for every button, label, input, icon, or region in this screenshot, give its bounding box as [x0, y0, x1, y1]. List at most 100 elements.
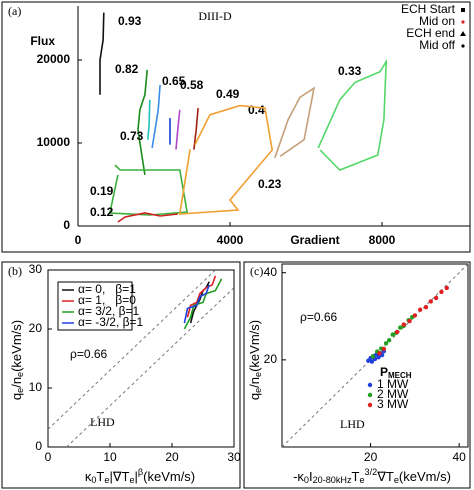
reference-line	[66, 287, 235, 448]
series-line	[274, 86, 316, 159]
legend-marker	[461, 8, 465, 12]
y-tick-label: 30	[29, 262, 43, 276]
series-line	[108, 164, 189, 216]
axis-label-part: e	[15, 388, 25, 393]
legend-label: 3 MW	[377, 397, 409, 411]
axis-label-part: |	[135, 469, 138, 484]
panel-frame	[1, 1, 471, 253]
axis-label: qe/ne(keVm/s)	[9, 320, 25, 400]
plot-frame	[281, 263, 469, 448]
legend-marker	[461, 44, 465, 48]
reference-line	[281, 263, 469, 448]
series-label: 0.58	[180, 78, 204, 92]
x-tick-label: 30	[227, 450, 241, 464]
y-tick-label: 10000	[37, 135, 71, 149]
axis-label-part: β	[138, 467, 143, 477]
series-label: 0.73	[120, 129, 144, 143]
axis-label-part: T	[96, 469, 104, 484]
axis-label-part: q	[9, 393, 24, 400]
data-point	[369, 359, 375, 364]
panel-label: (b)	[8, 264, 22, 278]
axis-label-part: (keVm/s)	[143, 469, 195, 484]
series-label: 0.65	[162, 74, 186, 88]
data-point	[381, 346, 387, 352]
axis-label: κ0Te|∇Te|β(keVm/s)	[85, 467, 195, 485]
legend-label: α= 0, β=1	[78, 282, 136, 296]
data-point	[433, 295, 439, 301]
axis-label-part: /n	[9, 377, 24, 388]
axis-label-part: /n	[247, 377, 262, 388]
data-point	[401, 322, 406, 327]
series-label: 0.19	[90, 184, 114, 198]
legend-label: Mid on	[419, 14, 455, 28]
series-label: 0.4	[248, 103, 265, 117]
legend-label: ECH end	[406, 26, 455, 40]
y-tick-label: 10	[29, 380, 43, 394]
series-line	[193, 108, 199, 150]
data-point	[377, 351, 382, 356]
series-label: 0.93	[118, 14, 142, 28]
axis-label-part: κ	[85, 469, 92, 484]
legend-label: α= -3/2, β=1	[78, 315, 144, 329]
axis-label-part: -κ	[293, 469, 304, 484]
axis-label-part: e	[104, 475, 109, 485]
x-tick-label: 10	[103, 450, 117, 464]
series-line	[137, 69, 148, 176]
y-axis-label: Flux	[30, 34, 55, 48]
axis-label-part: (keVm/s)	[247, 320, 262, 372]
axis-label-part: (keVm/s)	[9, 320, 24, 372]
legend-label: α= 1, β=0	[78, 293, 136, 307]
data-point	[376, 355, 381, 360]
y-tick-label: 20	[264, 352, 278, 366]
data-point	[417, 307, 423, 312]
panel-frame	[243, 261, 471, 489]
y-tick-label: 0	[35, 439, 42, 453]
series-line	[117, 212, 178, 223]
annotation: LHD	[340, 417, 365, 431]
axis-label-part: ∇T	[376, 469, 394, 484]
data-point	[412, 313, 418, 318]
legend-title-sub: MECH	[388, 371, 412, 380]
series-line	[183, 278, 223, 330]
annotation: LHD	[90, 415, 115, 429]
panel-frame	[1, 261, 241, 489]
panel-label: (a)	[8, 4, 21, 18]
series-line	[151, 84, 161, 149]
y-tick-label: 0	[63, 218, 70, 232]
data-point	[370, 354, 375, 359]
axis-label-part: 0	[91, 475, 96, 485]
data-point	[407, 318, 412, 324]
axis-label-part: e	[129, 475, 134, 485]
axis-label-part: 0	[304, 475, 309, 485]
series-label: 0.23	[258, 177, 282, 191]
axis-label-part: e	[15, 372, 25, 377]
x-tick-label: 40	[452, 450, 466, 464]
data-point	[394, 329, 400, 335]
legend-marker	[461, 20, 465, 24]
axis-label-part: (keVm/s)	[399, 469, 451, 484]
x-tick-label: 20	[364, 450, 378, 464]
legend-marker	[460, 31, 466, 36]
series-label: 0.82	[115, 62, 139, 76]
panel-label: (c)	[250, 264, 263, 278]
axis-label-part: I	[309, 469, 313, 484]
legend-label: 2 MW	[377, 387, 409, 401]
y-tick-label: 40	[264, 265, 278, 279]
axis-label-part: 3/2	[365, 467, 378, 477]
x-tick-label: 0	[45, 450, 52, 464]
axis-label: -κ0I20-80kHzTe3/2∇Te(keVm/s)	[293, 467, 451, 485]
plot-frame	[47, 269, 235, 448]
series-line	[186, 275, 217, 318]
series-line	[183, 284, 210, 324]
legend-title: PMECH	[380, 365, 412, 380]
data-point	[428, 299, 433, 304]
legend-marker	[367, 392, 373, 398]
data-point	[398, 325, 403, 330]
y-tick-label: 20	[29, 321, 43, 335]
data-point	[390, 332, 395, 337]
axis-label-part: |∇T	[109, 469, 129, 484]
series-label: 0.12	[90, 205, 114, 219]
axis-label-part: e	[394, 475, 399, 485]
data-point	[439, 289, 444, 295]
